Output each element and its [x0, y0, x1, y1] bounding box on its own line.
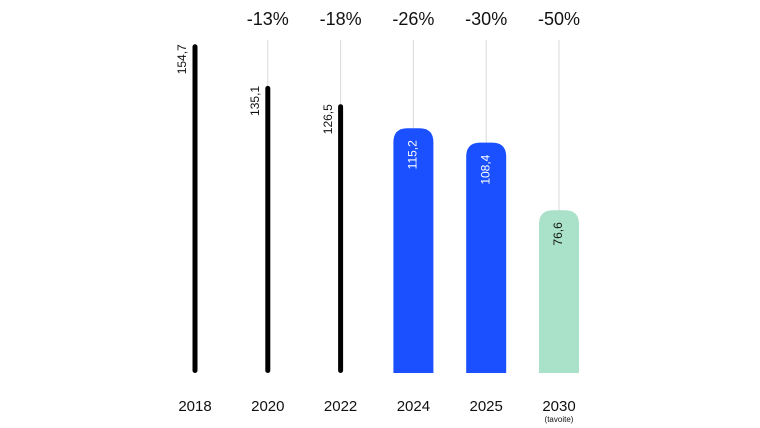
x-tick-label: 2018: [178, 398, 211, 415]
x-tick-label: 2024: [397, 398, 430, 415]
change-label: -30%: [465, 9, 507, 29]
bar: [338, 104, 344, 373]
change-label: -50%: [538, 9, 580, 29]
change-label: -26%: [392, 9, 434, 29]
x-tick-label: 2025: [470, 398, 503, 415]
bar: [466, 142, 507, 373]
bar: [393, 128, 434, 373]
change-label: -13%: [247, 9, 289, 29]
change-label: -18%: [320, 9, 362, 29]
value-label: 126,5: [321, 104, 335, 134]
x-tick-label: 2020: [251, 398, 284, 415]
value-label: 76,6: [551, 222, 565, 246]
bar: [265, 85, 271, 373]
value-label: 115,2: [406, 140, 420, 169]
bar: [539, 210, 579, 373]
x-tick-label: 2030: [542, 398, 575, 415]
bar: [192, 44, 198, 373]
x-tick-label: 2022: [324, 398, 357, 415]
value-label: 135,1: [248, 86, 262, 116]
value-label: 154,7: [175, 44, 189, 74]
value-label: 108,4: [478, 154, 492, 184]
category-note: (tavoite): [545, 415, 574, 424]
